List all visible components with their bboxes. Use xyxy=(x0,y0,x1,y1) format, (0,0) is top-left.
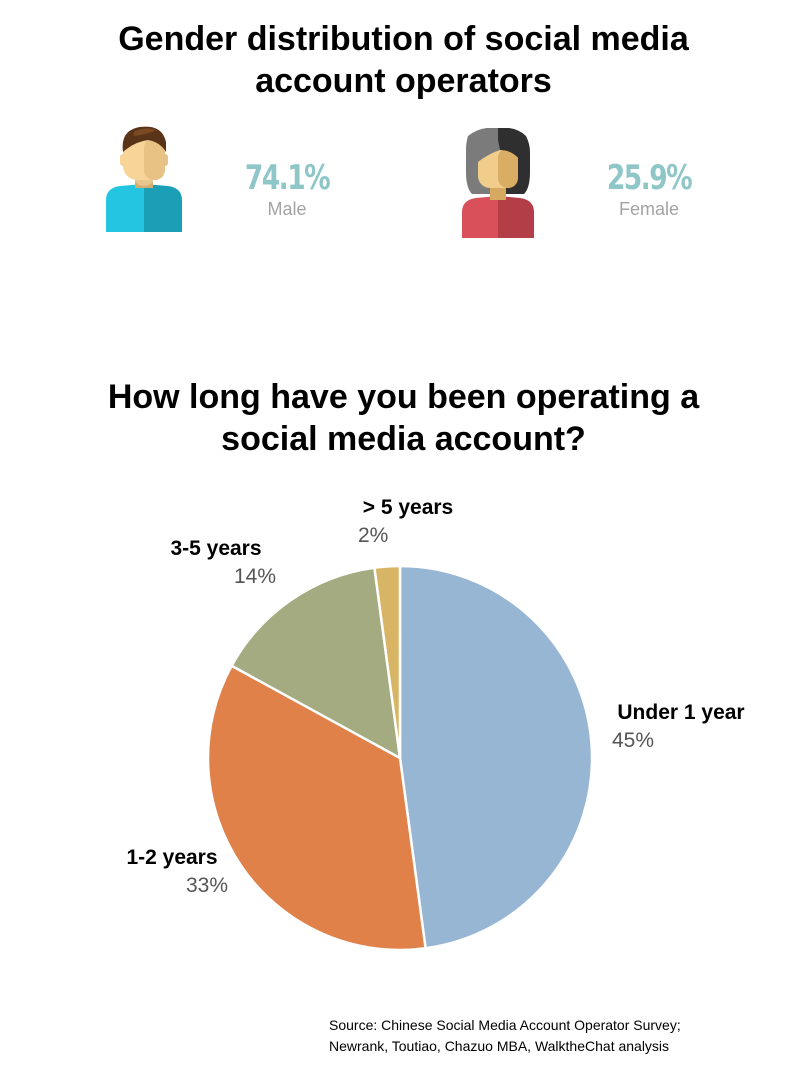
male-percentage: 74.1% xyxy=(244,158,331,198)
slice-name: Under 1 year xyxy=(617,701,745,724)
source-line-2: Newrank, Toutiao, Chazuo MBA, WalktheCha… xyxy=(329,1038,670,1054)
pie-slice-1-2-years xyxy=(206,664,427,952)
male-label: Male xyxy=(267,199,307,219)
slice-value: 2% xyxy=(358,524,389,547)
gender-chart-title: Gender distribution of social media acco… xyxy=(0,18,807,102)
slice-label-1-2-years: 1-2 years 33% xyxy=(112,845,232,901)
pie-title-line-1: How long have you been operating a xyxy=(107,378,700,416)
male-person-icon xyxy=(106,126,182,232)
female-stat: 25.9% Female xyxy=(579,158,719,220)
slice-name: > 5 years xyxy=(362,496,454,519)
slice-label-over-5-years: > 5 years 2% xyxy=(338,495,478,551)
female-percentage: 25.9% xyxy=(606,158,693,198)
pie-title-line-2: social media account? xyxy=(221,420,586,458)
source-note: Source: Chinese Social Media Account Ope… xyxy=(329,1015,681,1057)
gender-title-line-2: account operators xyxy=(255,62,552,100)
gender-title-line-1: Gender distribution of social media xyxy=(118,20,689,58)
pie-slice-5-years xyxy=(373,564,402,760)
slice-value: 33% xyxy=(185,874,228,897)
slice-label-under-1-year: Under 1 year 45% xyxy=(606,700,756,756)
slice-value: 45% xyxy=(612,729,655,752)
slice-name: 1-2 years xyxy=(126,846,218,869)
slice-name: 3-5 years xyxy=(170,537,262,560)
slice-value: 14% xyxy=(233,565,276,588)
male-stat: 74.1% Male xyxy=(217,158,357,220)
female-label: Female xyxy=(618,199,680,219)
slice-label-3-5-years: 3-5 years 14% xyxy=(152,536,280,592)
pie-chart-title: How long have you been operating a socia… xyxy=(0,376,807,460)
female-person-icon xyxy=(462,128,534,238)
source-line-1: Source: Chinese Social Media Account Ope… xyxy=(329,1017,681,1033)
pie-slice-3-5-years xyxy=(230,566,402,760)
pie-slice-under-1-year xyxy=(398,564,594,950)
